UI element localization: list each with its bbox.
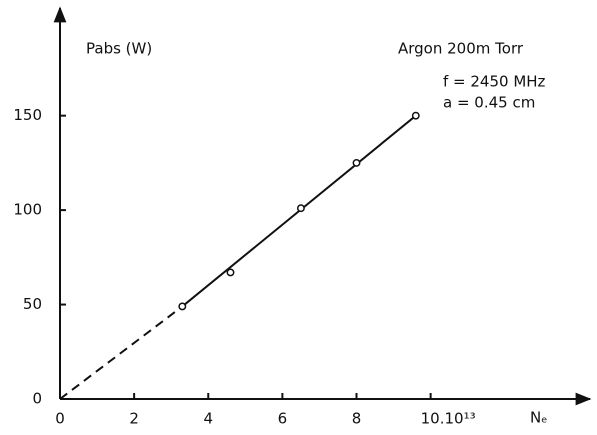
x-tick-label: 2 — [129, 410, 139, 428]
annotation: a = 0.45 cm — [443, 94, 535, 112]
data-point — [226, 268, 235, 277]
annotation: f = 2450 MHz — [443, 73, 546, 91]
x-tick-label: 4 — [203, 410, 213, 428]
y-tick-label: 50 — [23, 295, 42, 313]
data-point — [178, 302, 187, 311]
x-axis-label: Nₑ — [530, 409, 547, 427]
y-tick-label: 150 — [13, 106, 42, 124]
x-tick-label: 10.10¹³ — [421, 410, 476, 428]
data-point — [352, 158, 361, 167]
x-tick-label: 8 — [352, 410, 362, 428]
x-tick-label: 6 — [278, 410, 288, 428]
y-axis-label: Pabs (W) — [86, 40, 152, 58]
fit-line — [59, 305, 183, 400]
y-tick-label: 100 — [13, 201, 42, 219]
x-tick-label: 0 — [55, 410, 65, 428]
data-point — [296, 204, 305, 213]
y-tick-label: 0 — [32, 390, 42, 408]
data-point — [411, 111, 420, 120]
annotation: Argon 200m Torr — [398, 40, 524, 58]
